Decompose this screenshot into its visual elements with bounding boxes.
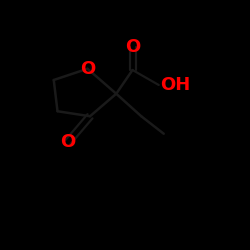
Text: O: O: [125, 38, 140, 56]
Text: O: O: [60, 133, 76, 151]
Text: O: O: [80, 60, 95, 78]
Text: OH: OH: [160, 76, 190, 94]
